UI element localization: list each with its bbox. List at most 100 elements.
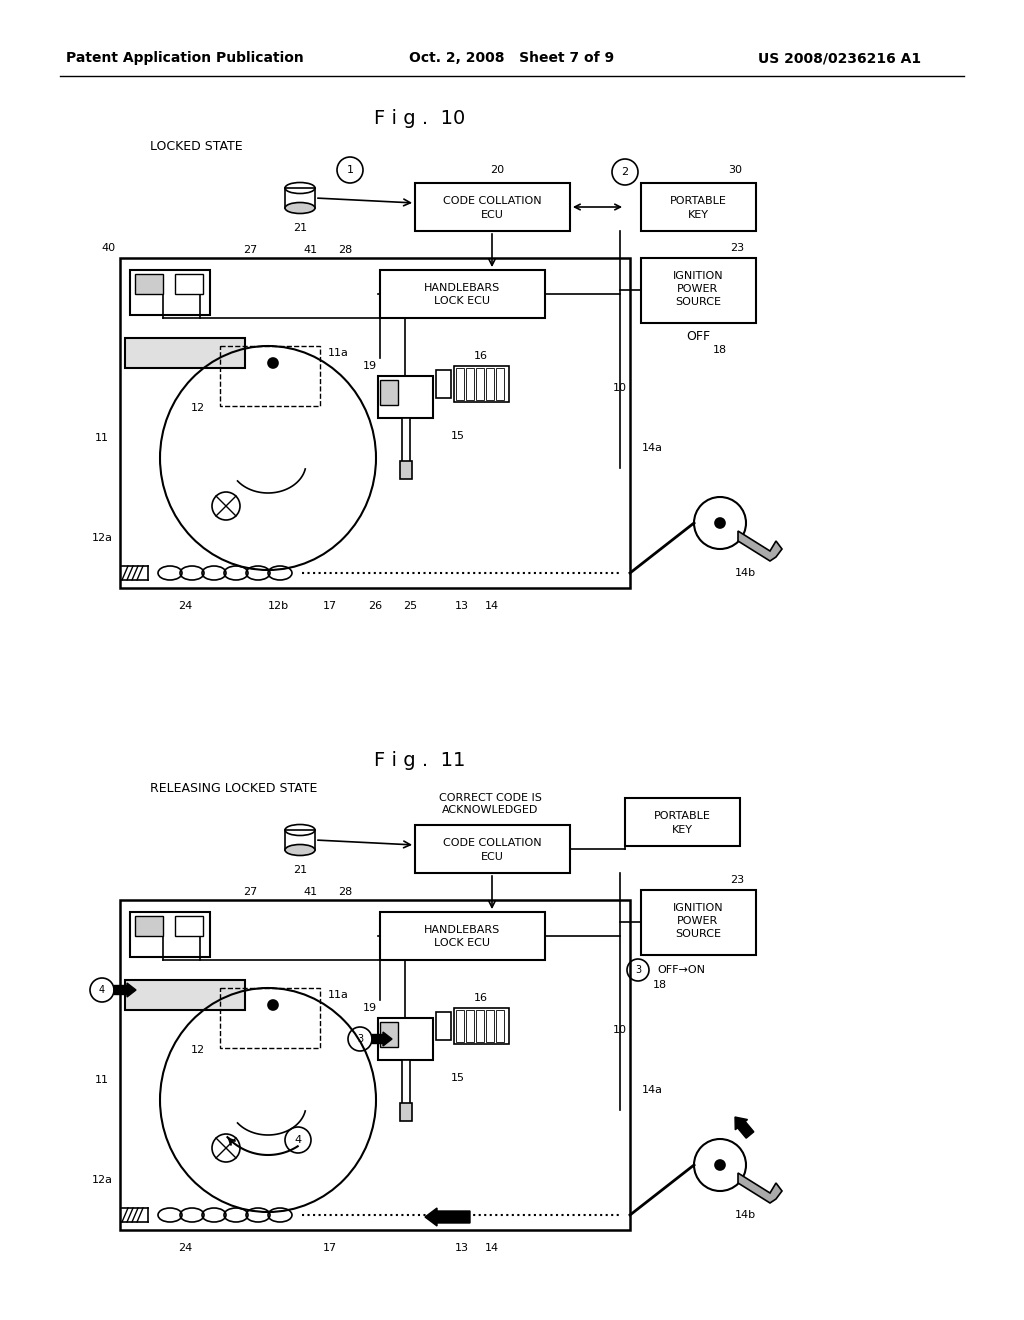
Text: LOCK ECU: LOCK ECU — [434, 939, 490, 948]
Text: 3: 3 — [635, 965, 641, 975]
Text: 15: 15 — [451, 1073, 465, 1082]
Bar — [380, 912, 545, 960]
Text: KEY: KEY — [672, 825, 692, 836]
Bar — [378, 1018, 433, 1060]
Circle shape — [715, 517, 725, 528]
Text: OFF: OFF — [686, 330, 710, 342]
Bar — [175, 275, 203, 294]
Polygon shape — [738, 1173, 782, 1203]
Bar — [135, 275, 163, 294]
Text: IGNITION: IGNITION — [673, 271, 723, 281]
Text: 25: 25 — [402, 601, 417, 611]
Text: 18: 18 — [653, 979, 667, 990]
Bar — [454, 366, 509, 403]
Bar — [402, 1060, 410, 1105]
Text: 41: 41 — [303, 887, 317, 898]
Bar — [125, 338, 245, 368]
Text: 23: 23 — [730, 875, 744, 884]
Text: 24: 24 — [178, 1243, 193, 1253]
Text: POWER: POWER — [677, 916, 719, 927]
Text: 19: 19 — [362, 1003, 377, 1012]
Text: 23: 23 — [730, 243, 744, 253]
Bar — [285, 830, 315, 850]
Bar — [486, 368, 494, 400]
Text: 41: 41 — [303, 246, 317, 255]
Bar — [400, 461, 412, 479]
Text: 14: 14 — [485, 601, 499, 611]
Text: 26: 26 — [368, 601, 382, 611]
Text: US 2008/0236216 A1: US 2008/0236216 A1 — [759, 51, 922, 65]
Text: 12a: 12a — [91, 533, 113, 543]
Bar — [378, 376, 433, 418]
Text: 13: 13 — [455, 601, 469, 611]
FancyArrow shape — [735, 1117, 754, 1138]
Bar — [285, 187, 315, 209]
Bar — [456, 1010, 464, 1041]
Text: 28: 28 — [338, 246, 352, 255]
Bar — [625, 799, 740, 846]
Bar — [641, 257, 756, 323]
Ellipse shape — [285, 202, 315, 214]
Bar — [130, 271, 210, 315]
Text: RELEASING LOCKED STATE: RELEASING LOCKED STATE — [150, 781, 317, 795]
Text: 4: 4 — [99, 985, 105, 995]
Bar — [456, 368, 464, 400]
Text: 3: 3 — [357, 1034, 364, 1044]
Text: 12: 12 — [190, 403, 205, 413]
Bar — [135, 916, 163, 936]
Text: 12b: 12b — [267, 601, 289, 611]
Bar — [220, 346, 319, 407]
Text: CODE COLLATION: CODE COLLATION — [442, 838, 542, 847]
Text: ECU: ECU — [480, 851, 504, 862]
Text: LOCKED STATE: LOCKED STATE — [150, 140, 243, 153]
Text: 11a: 11a — [328, 990, 349, 1001]
Text: 27: 27 — [243, 246, 257, 255]
Text: 4: 4 — [295, 1135, 301, 1144]
Bar — [641, 183, 756, 231]
Text: F i g .  10: F i g . 10 — [375, 108, 466, 128]
Text: Patent Application Publication: Patent Application Publication — [67, 51, 304, 65]
Text: 1: 1 — [346, 165, 353, 176]
Text: 10: 10 — [613, 383, 627, 393]
Bar — [466, 368, 474, 400]
Text: 19: 19 — [362, 360, 377, 371]
Text: POWER: POWER — [677, 284, 719, 294]
Text: 11: 11 — [95, 433, 109, 444]
FancyArrow shape — [372, 1032, 392, 1045]
Bar — [380, 271, 545, 318]
Text: 20: 20 — [489, 165, 504, 176]
Bar — [496, 1010, 504, 1041]
Text: 18: 18 — [713, 345, 727, 355]
Text: SOURCE: SOURCE — [675, 929, 721, 939]
Bar — [436, 1012, 451, 1040]
Text: PORTABLE: PORTABLE — [670, 195, 726, 206]
Bar — [175, 916, 203, 936]
Circle shape — [268, 358, 278, 368]
Text: 30: 30 — [728, 165, 742, 176]
Text: CODE COLLATION: CODE COLLATION — [442, 195, 542, 206]
Bar — [496, 368, 504, 400]
Circle shape — [268, 1001, 278, 1010]
Text: LOCK ECU: LOCK ECU — [434, 296, 490, 306]
Text: 15: 15 — [451, 432, 465, 441]
Text: 40: 40 — [101, 243, 115, 253]
Text: 21: 21 — [293, 865, 307, 875]
Ellipse shape — [285, 845, 315, 855]
Text: KEY: KEY — [687, 210, 709, 220]
Bar — [380, 380, 398, 405]
Text: OFF→ON: OFF→ON — [657, 965, 705, 975]
Text: 14a: 14a — [642, 444, 663, 453]
Bar — [125, 979, 245, 1010]
Circle shape — [694, 498, 746, 549]
Polygon shape — [738, 531, 782, 561]
Text: 14b: 14b — [735, 568, 756, 578]
Text: 17: 17 — [323, 601, 337, 611]
Text: 12: 12 — [190, 1045, 205, 1055]
Bar — [400, 1104, 412, 1121]
Text: ECU: ECU — [480, 210, 504, 220]
Bar — [415, 825, 570, 873]
Text: 10: 10 — [613, 1026, 627, 1035]
Bar — [120, 257, 630, 587]
Text: 17: 17 — [323, 1243, 337, 1253]
Circle shape — [715, 1160, 725, 1170]
